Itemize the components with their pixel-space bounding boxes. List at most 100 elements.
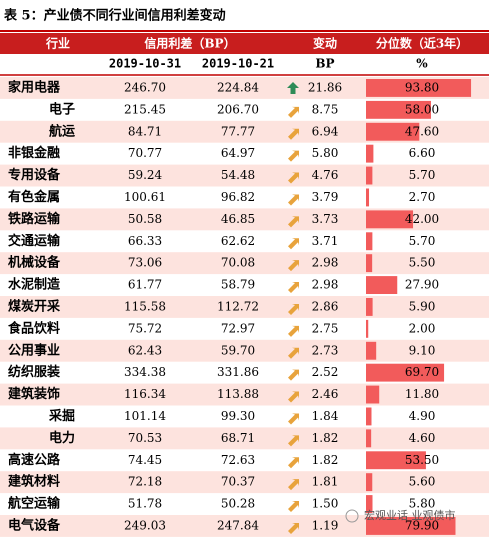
percentile: 2.70: [409, 190, 436, 204]
industry: 航运: [49, 123, 75, 139]
title: 表 5：产业债不同行业间信用利差变动: [3, 8, 226, 24]
spread: 331.86: [217, 365, 259, 379]
arrow-icon: [288, 128, 299, 140]
arrow-icon: [288, 347, 299, 359]
table-body: 家用电器 246.70 224.84 21.86 93.80 电子 215.45 206.70…: [0, 77, 489, 537]
change: 21.86: [308, 80, 342, 94]
change: 8.75: [312, 102, 339, 116]
change: 1.82: [312, 431, 339, 445]
percentile-bar: [366, 298, 373, 316]
percentile: 58.00: [405, 102, 439, 116]
spread: 334.38: [124, 365, 166, 379]
percentile: 93.80: [405, 80, 439, 94]
spread: 62.62: [221, 234, 255, 248]
spread: 51.78: [128, 497, 162, 511]
spread: 72.63: [221, 453, 255, 467]
spread: 75.72: [128, 321, 162, 335]
spread: 206.70: [217, 102, 259, 116]
arrow-icon: [288, 325, 299, 337]
industry: 食品饮料: [8, 320, 60, 336]
industry: 机械设备: [8, 255, 61, 271]
industry: 航空运输: [8, 496, 61, 512]
change: 4.76: [312, 168, 339, 182]
spread: 54.48: [221, 168, 255, 182]
arrow-icon: [287, 81, 299, 94]
arrow-icon: [288, 106, 299, 118]
arrow-icon: [288, 435, 299, 447]
arrow-icon: [288, 391, 299, 403]
arrow-icon: [288, 238, 299, 250]
watermark-icon: [345, 509, 359, 523]
spread: 50.58: [128, 212, 162, 226]
percentile-bar: [366, 319, 369, 338]
change: 2.98: [312, 278, 339, 292]
spread: 61.77: [128, 278, 162, 292]
percentile-bar: [366, 166, 373, 185]
arrow-icon: [288, 413, 299, 425]
percentile-bar: [366, 188, 370, 207]
spread: 247.84: [217, 518, 259, 532]
percentile-bar: [366, 517, 456, 535]
percentile: 4.90: [409, 409, 436, 423]
spread: 59.70: [221, 343, 255, 357]
percentile: 5.60: [409, 475, 436, 489]
header-date: 2019-10-21: [202, 57, 274, 71]
spread: 68.71: [221, 431, 255, 445]
header-spread: 信用利差（BP）: [144, 36, 235, 51]
header-industry: 行业: [45, 36, 70, 51]
percentile: 2.00: [409, 321, 436, 335]
spread: 50.28: [221, 497, 255, 511]
industry: 电气设备: [8, 517, 61, 533]
percentile-bar: [366, 385, 380, 404]
percentile: 79.90: [405, 518, 439, 532]
arrow-icon: [288, 260, 299, 272]
percentile-bar: [366, 232, 373, 251]
arrow-icon: [288, 194, 299, 206]
arrow-icon: [288, 369, 299, 381]
industry: 纺织服装: [8, 364, 60, 380]
arrow-icon: [288, 479, 299, 491]
percentile: 6.60: [409, 146, 436, 160]
industry: 专用设备: [8, 167, 61, 183]
change: 3.79: [312, 190, 339, 204]
header-change: 变动: [313, 36, 337, 51]
spread: 224.84: [217, 80, 259, 94]
arrow-icon: [288, 150, 299, 162]
percentile-bar: [366, 100, 431, 119]
change: 1.82: [312, 453, 339, 467]
percentile-bar: [366, 144, 374, 163]
percentile-bar: [366, 363, 445, 382]
change: 3.71: [312, 234, 339, 248]
spread: 62.43: [128, 343, 162, 357]
industry: 交通运输: [8, 233, 61, 249]
percentile: 5.80: [409, 497, 436, 511]
arrow-icon: [288, 303, 299, 315]
percentile-bar: [366, 210, 414, 229]
spread: 116.34: [124, 387, 166, 401]
spread: 70.77: [128, 146, 162, 160]
change: 2.98: [312, 256, 339, 270]
industry: 家用电器: [8, 79, 61, 95]
spread: 59.24: [128, 168, 163, 182]
percentile: 5.70: [409, 168, 436, 182]
arrow-icon: [288, 457, 299, 469]
percentile-bar: [366, 79, 472, 97]
percentile: 4.60: [409, 431, 436, 445]
change: 2.46: [312, 387, 339, 401]
percentile: 9.10: [409, 343, 436, 357]
industry: 建筑装饰: [8, 386, 60, 402]
change: 1.19: [312, 518, 339, 532]
arrow-icon: [288, 216, 299, 228]
spread: 112.72: [217, 299, 259, 313]
percentile-bar: [366, 495, 373, 513]
spread: 84.71: [128, 124, 162, 138]
change: 1.81: [312, 475, 339, 489]
spread: 70.37: [221, 475, 255, 489]
arrow-icon: [288, 522, 299, 534]
percentile: 5.90: [409, 299, 436, 313]
header-unit: %: [416, 57, 428, 71]
percentile: 42.00: [405, 212, 439, 226]
industry: 建筑材料: [8, 474, 60, 490]
spread: 101.14: [124, 409, 166, 423]
spread: 70.08: [221, 256, 255, 270]
